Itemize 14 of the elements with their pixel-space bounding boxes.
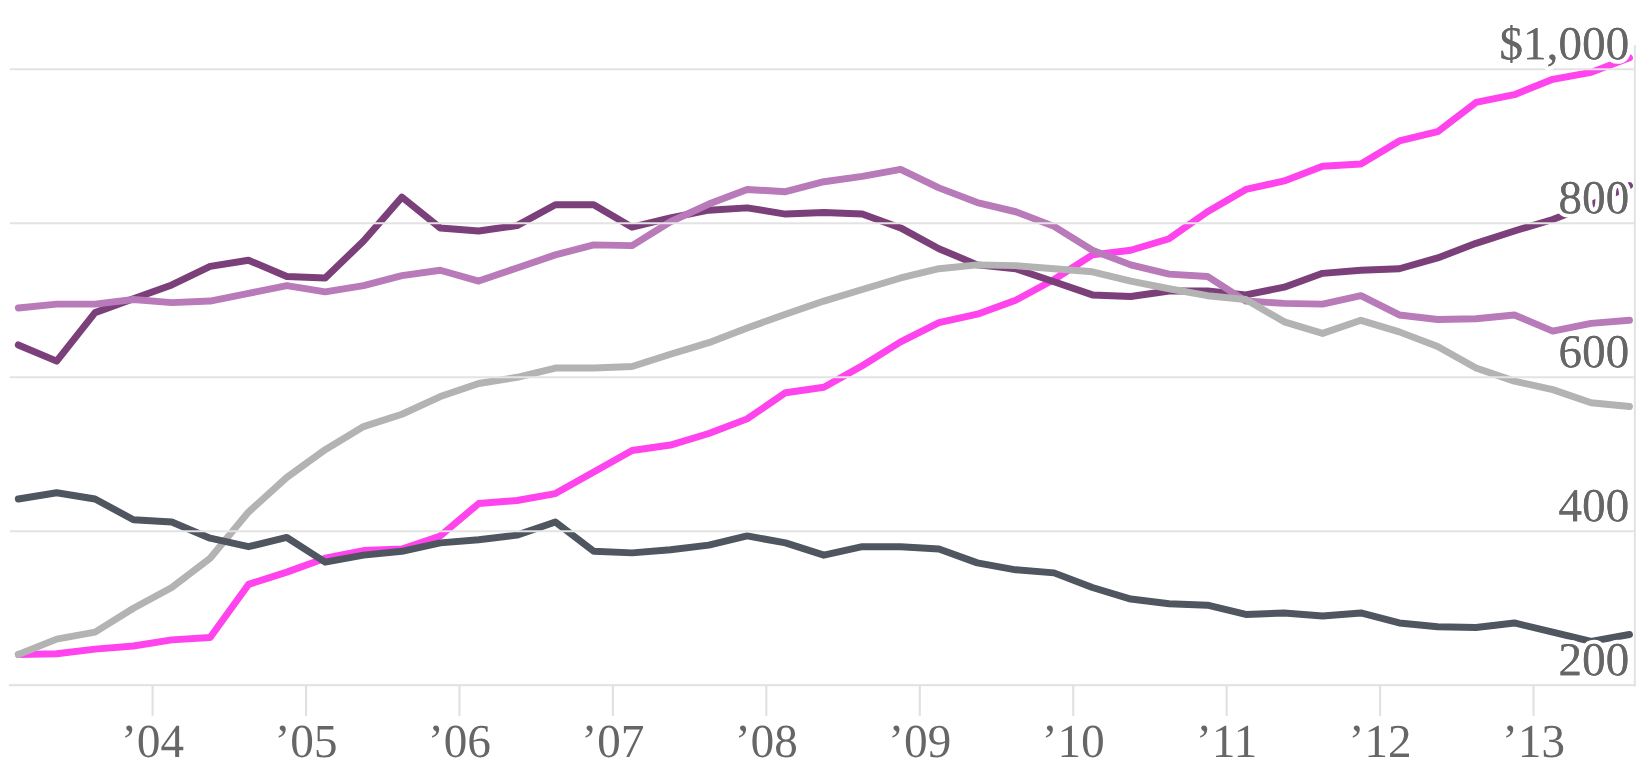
y-tick-label: 400 [1559,489,1628,522]
x-tick-label: ’10 [1045,725,1103,758]
y-tick-label: 200 [1560,643,1628,676]
y-tick-label: 600 [1560,335,1628,368]
x-tick-label: ’05 [278,725,336,758]
x-tick-label: ’04 [125,725,184,758]
x-tick-label: ’09 [892,725,950,758]
x-tick-label: ’13 [1506,725,1564,758]
y-tick-label: $1,000 [1501,25,1628,67]
x-tick-label: ’12 [1352,725,1409,757]
x-tick-label: ’08 [739,725,797,758]
x-tick-label: ’07 [585,725,644,758]
x-tick-label: ’06 [432,725,490,758]
x-tick-label: ’11 [1200,725,1255,757]
